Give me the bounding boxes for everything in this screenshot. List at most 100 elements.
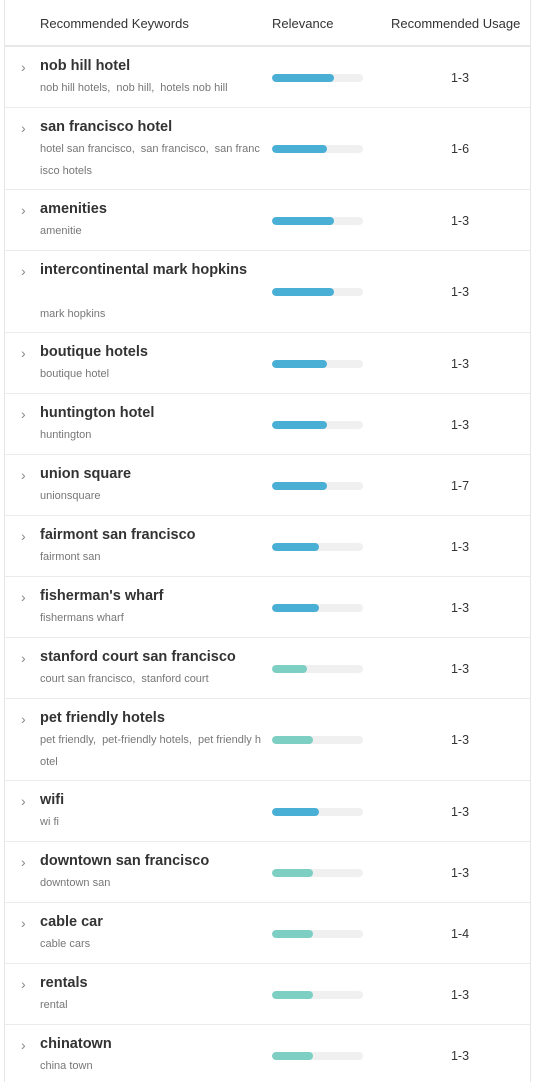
relevance-bar-fill <box>272 869 313 877</box>
usage-value: 1-3 <box>450 805 470 819</box>
usage-value: 1-3 <box>450 1049 470 1063</box>
keyword-text: san francisco hotel <box>40 119 173 135</box>
table-row[interactable]: › chinatown china town 1-3 <box>5 1025 530 1082</box>
table-row[interactable]: › boutique hotels boutique hotel 1-3 <box>5 333 530 394</box>
expand-chevron-icon[interactable]: › <box>21 528 26 544</box>
relevance-bar-fill <box>272 736 313 744</box>
keyword-variants: huntington <box>40 424 262 446</box>
keyword-text: pet friendly hotels <box>40 710 165 726</box>
table-row[interactable]: › stanford court san francisco court san f… <box>5 638 530 699</box>
keyword-text: chinatown <box>40 1036 112 1052</box>
variant-text: stanford court <box>141 673 209 685</box>
keywords-table: Recommended Keywords Relevance Recommend… <box>4 0 531 1082</box>
variant-text: san francisco hotels <box>40 143 260 177</box>
table-row[interactable]: › san francisco hotel hotel san francisco,… <box>5 108 530 190</box>
keyword-text: huntington hotel <box>40 405 155 421</box>
relevance-bar-fill <box>272 482 327 490</box>
expand-chevron-icon[interactable]: › <box>21 59 26 75</box>
keyword-text: fisherman's wharf <box>40 588 164 604</box>
relevance-bar-fill <box>272 665 307 673</box>
table-row[interactable]: › nob hill hotel nob hill hotels, nob hill,… <box>5 47 530 108</box>
expand-chevron-icon[interactable]: › <box>21 915 26 931</box>
usage-value: 1-3 <box>450 866 470 880</box>
variant-text: china town <box>40 1060 93 1072</box>
table-row[interactable]: › amenities amenitie 1-3 <box>5 190 530 251</box>
expand-chevron-icon[interactable]: › <box>21 976 26 992</box>
variant-text: court san francisco <box>40 673 133 685</box>
relevance-bar <box>272 1052 363 1060</box>
relevance-bar <box>272 482 363 490</box>
variant-text: amenitie <box>40 225 82 237</box>
expand-chevron-icon[interactable]: › <box>21 120 26 136</box>
keyword-variants: fishermans wharf <box>40 607 262 629</box>
keyword-text: union square <box>40 466 132 482</box>
expand-chevron-icon[interactable]: › <box>21 467 26 483</box>
relevance-bar <box>272 288 363 296</box>
variant-text: unionsquare <box>40 490 101 502</box>
keyword-variants: court san francisco, stanford court <box>40 668 262 690</box>
relevance-bar <box>272 665 363 673</box>
keyword-text: rentals <box>40 975 88 991</box>
table-row[interactable]: › downtown san francisco downtown san 1-3 <box>5 842 530 903</box>
variant-text: rental <box>40 999 68 1011</box>
relevance-bar-fill <box>272 604 319 612</box>
table-row[interactable]: › fisherman's wharf fishermans wharf 1-3 <box>5 577 530 638</box>
relevance-bar <box>272 360 363 368</box>
relevance-bar-fill <box>272 991 313 999</box>
table-row[interactable]: › pet friendly hotels pet friendly, pet-fri… <box>5 699 530 781</box>
expand-chevron-icon[interactable]: › <box>21 854 26 870</box>
expand-chevron-icon[interactable]: › <box>21 711 26 727</box>
relevance-bar <box>272 217 363 225</box>
expand-chevron-icon[interactable]: › <box>21 1037 26 1053</box>
expand-chevron-icon[interactable]: › <box>21 406 26 422</box>
variant-text: boutique hotel <box>40 368 110 380</box>
usage-value: 1-3 <box>450 540 470 554</box>
keyword-variants: downtown san <box>40 872 262 894</box>
usage-value: 1-3 <box>450 357 470 371</box>
variant-text: cable cars <box>40 938 91 950</box>
keyword-text: amenities <box>40 201 107 217</box>
expand-chevron-icon[interactable]: › <box>21 263 26 279</box>
expand-chevron-icon[interactable]: › <box>21 793 26 809</box>
expand-chevron-icon[interactable]: › <box>21 202 26 218</box>
keyword-variants: boutique hotel <box>40 363 262 385</box>
table-header: Recommended Keywords Relevance Recommend… <box>5 0 530 47</box>
usage-value: 1-3 <box>450 285 470 299</box>
relevance-bar <box>272 736 363 744</box>
table-row[interactable]: › wifi wi fi 1-3 <box>5 781 530 842</box>
usage-value: 1-3 <box>450 418 470 432</box>
relevance-bar-fill <box>272 288 334 296</box>
table-row[interactable]: › cable car cable cars 1-4 <box>5 903 530 964</box>
variant-separator: , <box>205 143 209 155</box>
table-row[interactable]: › intercontinental mark hopkins mark hopki… <box>5 251 530 333</box>
keyword-text: stanford court san francisco <box>40 649 236 665</box>
keyword-variants: amenitie <box>40 220 262 242</box>
expand-chevron-icon[interactable]: › <box>21 589 26 605</box>
header-keywords: Recommended Keywords <box>40 16 189 31</box>
relevance-bar <box>272 74 363 82</box>
relevance-bar <box>272 869 363 877</box>
keyword-variants: nob hill hotels, nob hill, hotels nob hill <box>40 77 262 99</box>
keyword-variants: cable cars <box>40 933 262 955</box>
relevance-bar-fill <box>272 1052 313 1060</box>
variant-text: fishermans wharf <box>40 612 124 624</box>
table-row[interactable]: › rentals rental 1-3 <box>5 964 530 1025</box>
variant-text: san francisco <box>140 143 206 155</box>
table-row[interactable]: › union square unionsquare 1-7 <box>5 455 530 516</box>
expand-chevron-icon[interactable]: › <box>21 345 26 361</box>
relevance-bar-fill <box>272 145 327 153</box>
variant-text: pet-friendly hotels <box>102 734 189 746</box>
variant-text: nob hill hotels <box>40 82 108 94</box>
relevance-bar <box>272 145 363 153</box>
usage-value: 1-3 <box>450 662 470 676</box>
keyword-variants: fairmont san <box>40 546 262 568</box>
keyword-text: intercontinental mark hopkins <box>40 262 248 278</box>
keyword-text: nob hill hotel <box>40 58 131 74</box>
variant-text: pet friendly hotel <box>40 734 261 768</box>
relevance-bar-fill <box>272 421 327 429</box>
table-row[interactable]: › fairmont san francisco fairmont san 1-3 <box>5 516 530 577</box>
expand-chevron-icon[interactable]: › <box>21 650 26 666</box>
relevance-bar <box>272 808 363 816</box>
table-row[interactable]: › huntington hotel huntington 1-3 <box>5 394 530 455</box>
keyword-variants: unionsquare <box>40 485 262 507</box>
